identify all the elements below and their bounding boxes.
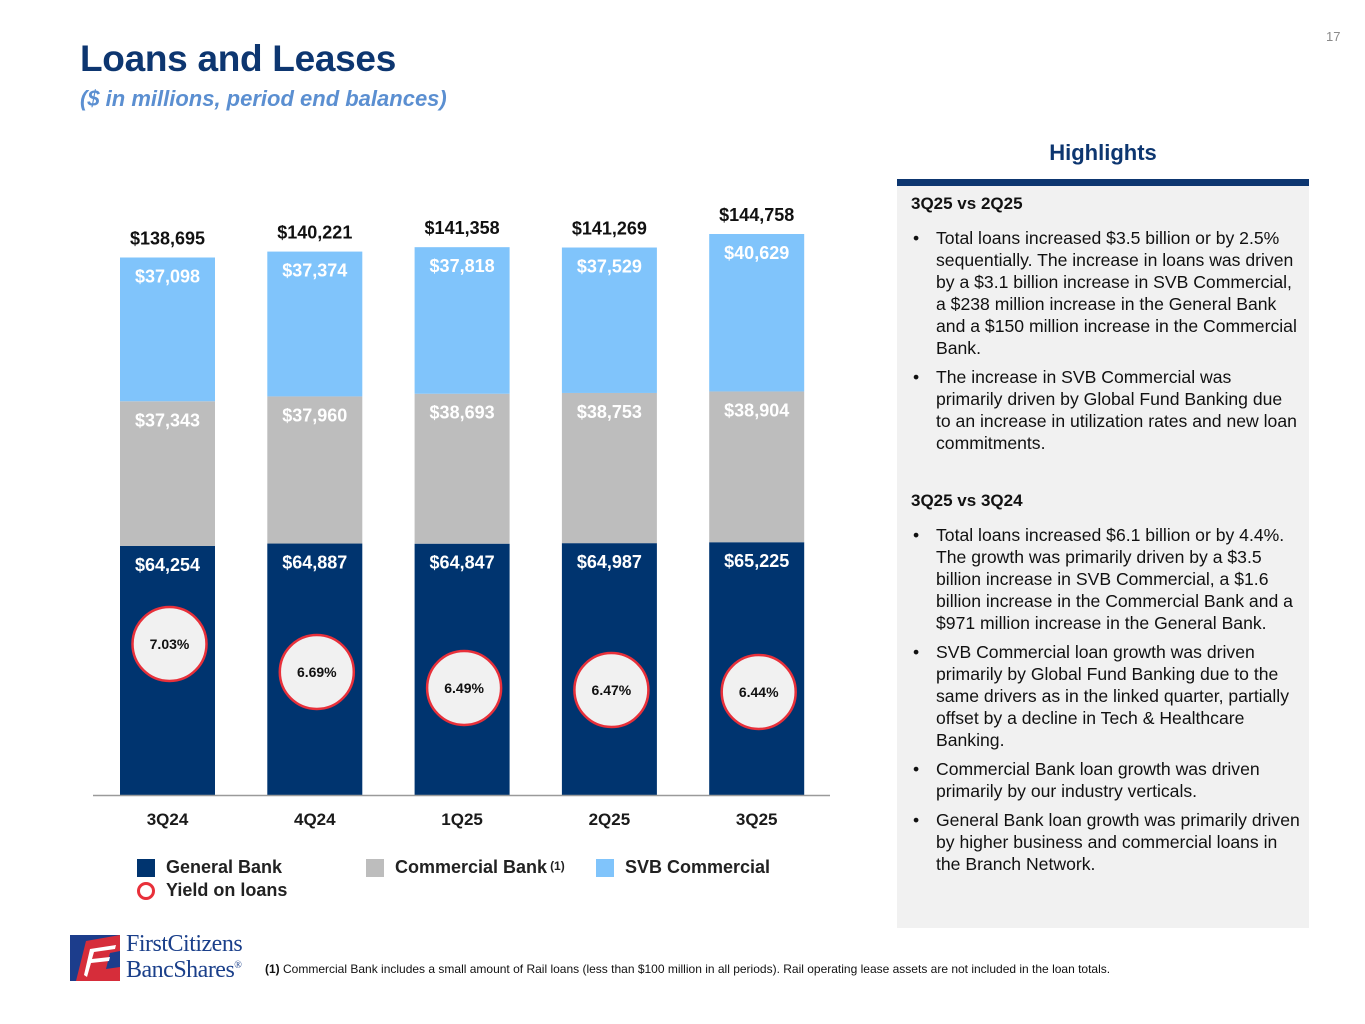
segment-label-commercial-bank: $38,753 <box>577 402 642 422</box>
legend-item-yield: Yield on loans <box>137 880 287 901</box>
yield-ring-icon <box>137 881 155 900</box>
yield-marker <box>573 651 650 729</box>
total-label: $140,221 <box>277 223 352 243</box>
highlights-section-qoq: 3Q25 vs 2Q25 Total loans increased $3.5 … <box>911 194 1301 461</box>
total-label: $141,358 <box>425 218 500 238</box>
segment-label-general-bank: $64,847 <box>430 553 495 573</box>
logo-wordmark: FirstCitizens BancShares® <box>126 930 243 983</box>
footnote-text: Commercial Bank includes a small amount … <box>279 962 1111 976</box>
highlights-title: Highlights <box>1049 140 1157 165</box>
legend-label-commercial-bank: Commercial Bank <box>395 857 548 877</box>
logo-line2: BancShares <box>126 956 235 983</box>
yield-marker <box>131 605 208 683</box>
yield-label: 6.47% <box>592 682 632 698</box>
legend-label-general-bank: General Bank <box>166 857 283 877</box>
segment-label-general-bank: $64,987 <box>577 552 642 572</box>
bar-segment-commercial-bank <box>414 393 510 544</box>
page-subtitle: ($ in millions, period end balances) <box>80 86 447 111</box>
segment-label-general-bank: $65,225 <box>724 551 789 571</box>
yield-marker <box>720 653 797 731</box>
segment-label-svb-commercial: $37,374 <box>282 261 347 281</box>
segment-label-commercial-bank: $38,904 <box>724 400 789 420</box>
bullet-item: SVB Commercial loan growth was driven pr… <box>911 641 1301 751</box>
x-tick-label: 2Q25 <box>589 810 631 829</box>
bullet-list: Total loans increased $3.5 billion or by… <box>911 227 1301 454</box>
total-label: $138,695 <box>130 228 205 248</box>
logo-flag-icon <box>70 931 122 983</box>
page-number: 17 <box>1326 29 1341 44</box>
x-tick-label: 3Q25 <box>736 810 778 829</box>
yield-label: 6.69% <box>297 664 337 680</box>
legend-swatch-general-bank <box>137 858 155 877</box>
legend-item-general-bank: General Bank <box>137 857 282 878</box>
yield-marker <box>425 649 503 727</box>
segment-label-commercial-bank: $38,693 <box>430 403 495 423</box>
footnote-marker: (1) <box>550 858 565 873</box>
bullet-item: General Bank loan growth was primarily d… <box>911 809 1301 875</box>
page-title: Loans and Leases <box>80 38 396 79</box>
segment-label-general-bank: $64,254 <box>135 555 200 575</box>
bar-segment-commercial-bank <box>709 391 805 543</box>
legend-swatch-commercial-bank <box>366 858 384 877</box>
x-tick-label: 3Q24 <box>147 810 189 829</box>
segment-label-commercial-bank: $37,343 <box>135 410 200 430</box>
bar-segment-svb-commercial <box>561 247 657 393</box>
segment-label-svb-commercial: $37,818 <box>430 256 495 276</box>
section-heading: 3Q25 vs 2Q25 <box>911 194 1023 213</box>
section-heading: 3Q25 vs 3Q24 <box>911 491 1023 510</box>
bar-segment-svb-commercial <box>414 247 510 394</box>
logo-line1: FirstCitizens <box>126 930 243 957</box>
highlights-section-yoy: 3Q25 vs 3Q24 Total loans increased $6.1 … <box>911 491 1301 882</box>
yield-label: 6.49% <box>444 680 484 696</box>
company-logo: FirstCitizens BancShares® <box>70 930 243 983</box>
legend-item-svb-commercial: SVB Commercial <box>596 857 770 878</box>
segment-label-svb-commercial: $40,629 <box>724 243 789 263</box>
segment-label-svb-commercial: $37,529 <box>577 257 642 277</box>
bar-segment-svb-commercial <box>709 234 805 392</box>
legend-swatch-svb-commercial <box>596 858 614 877</box>
bar-segment-commercial-bank <box>561 392 657 544</box>
total-label: $144,758 <box>719 205 794 225</box>
labels-layer: $64,254 $37,343 $37,098 $138,695 3Q24 7.03% $6… <box>130 205 797 829</box>
segment-label-general-bank: $64,887 <box>282 553 347 573</box>
footnote: (1) Commercial Bank includes a small amo… <box>265 962 1110 976</box>
x-tick-label: 1Q25 <box>441 810 483 829</box>
legend-label-yield: Yield on loans <box>166 880 288 900</box>
footnote-marker-label: (1) <box>265 962 280 976</box>
bullet-item: Total loans increased $6.1 billion or by… <box>911 524 1301 634</box>
yield-label: 6.44% <box>739 684 779 700</box>
bar-segment-commercial-bank <box>120 401 215 546</box>
bullet-item: Total loans increased $3.5 billion or by… <box>911 227 1301 359</box>
total-label: $141,269 <box>572 219 647 239</box>
registered-mark: ® <box>234 959 242 971</box>
legend-label-svb-commercial: SVB Commercial <box>625 857 771 877</box>
segment-label-commercial-bank: $37,960 <box>282 405 347 425</box>
x-tick-label: 4Q24 <box>294 810 336 829</box>
bullet-list: Total loans increased $6.1 billion or by… <box>911 524 1301 875</box>
segment-label-svb-commercial: $37,098 <box>135 266 200 286</box>
bullet-item: The increase in SVB Commercial was prima… <box>911 366 1301 454</box>
bar-segment-svb-commercial <box>267 251 363 397</box>
stacked-bar-chart: $64,254 $37,343 $37,098 $138,695 3Q24 7.03% $6… <box>93 205 830 829</box>
yield-label: 7.03% <box>150 636 190 652</box>
legend-item-commercial-bank: Commercial Bank (1) <box>366 857 565 878</box>
highlights-divider <box>897 179 1309 186</box>
yield-marker <box>278 633 356 711</box>
bar-segment-svb-commercial <box>120 257 215 402</box>
bullet-item: Commercial Bank loan growth was driven p… <box>911 758 1301 802</box>
bar-segment-commercial-bank <box>267 396 363 544</box>
